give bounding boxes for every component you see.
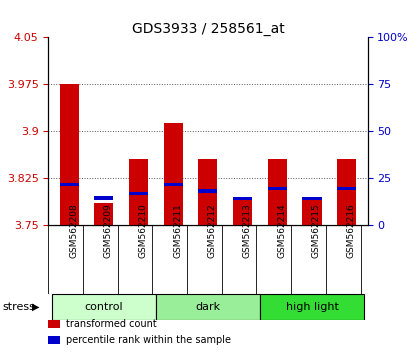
Text: control: control	[84, 302, 123, 312]
Bar	[52, 294, 156, 320]
Bar	[233, 197, 252, 200]
Bar	[164, 124, 183, 225]
Text: stress: stress	[2, 302, 35, 312]
Bar	[233, 200, 252, 225]
Text: GSM562209: GSM562209	[104, 203, 113, 258]
Text: GSM562213: GSM562213	[243, 203, 252, 258]
Bar	[129, 159, 148, 225]
Bar	[60, 84, 79, 225]
Bar	[337, 159, 356, 225]
Text: GSM562212: GSM562212	[208, 203, 217, 258]
Bar	[302, 198, 322, 225]
Title: GDS3933 / 258561_at: GDS3933 / 258561_at	[131, 22, 284, 36]
Bar	[302, 197, 322, 200]
Bar	[198, 159, 218, 225]
Text: GSM562214: GSM562214	[277, 203, 286, 258]
Text: percentile rank within the sample: percentile rank within the sample	[66, 335, 231, 345]
Bar	[48, 320, 60, 328]
Text: transformed count: transformed count	[66, 319, 157, 329]
Bar	[164, 183, 183, 187]
Text: GSM562208: GSM562208	[69, 203, 78, 258]
Bar	[268, 187, 287, 190]
Bar	[60, 183, 79, 187]
Bar	[94, 203, 113, 225]
Text: GSM562210: GSM562210	[139, 203, 147, 258]
Bar	[260, 294, 364, 320]
Text: dark: dark	[195, 302, 220, 312]
Text: ▶: ▶	[32, 302, 39, 312]
Bar	[268, 159, 287, 225]
Bar	[94, 196, 113, 200]
Bar	[198, 189, 218, 193]
Bar	[129, 192, 148, 195]
Bar	[337, 187, 356, 190]
Bar	[48, 336, 60, 344]
Bar	[156, 294, 260, 320]
Text: GSM562215: GSM562215	[312, 203, 321, 258]
Text: GSM562211: GSM562211	[173, 203, 182, 258]
Text: high light: high light	[286, 302, 339, 312]
Text: GSM562216: GSM562216	[346, 203, 356, 258]
